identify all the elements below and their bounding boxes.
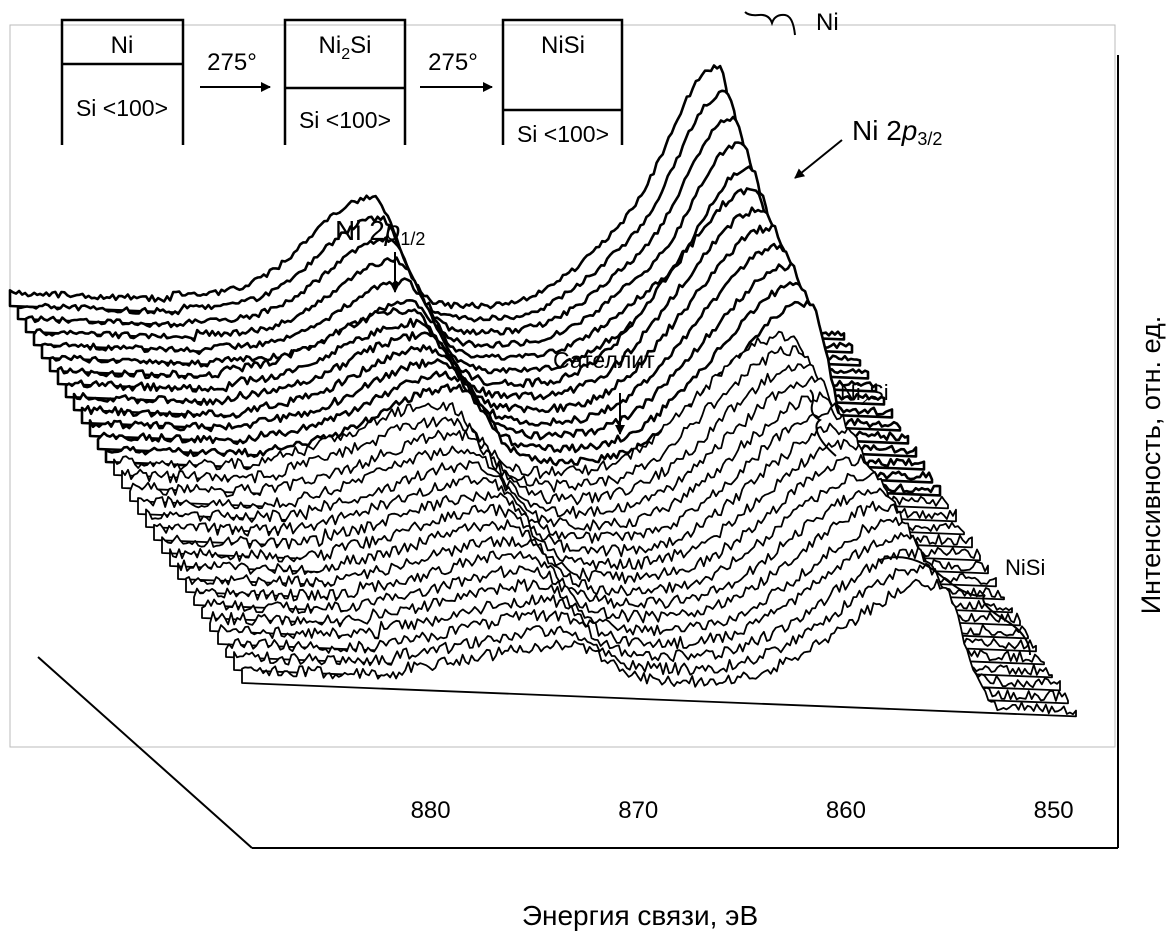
annotations: Ni 2p1/2 Сателлит Ni 2p3/2 Ni Ni2Si NiSi bbox=[335, 9, 1045, 656]
x-tick-label: 850 bbox=[1034, 797, 1074, 824]
annotation: Ni2Si bbox=[840, 380, 889, 409]
scheme-box bbox=[283, 18, 407, 145]
scheme: Ni Si <100> 275° Ni2Si Si <100> 275° NiS… bbox=[60, 18, 624, 147]
y-axis-label: Интенсивность, отн. ед. bbox=[1136, 316, 1166, 614]
x-axis-label: Энергия связи, эВ bbox=[522, 900, 758, 931]
text-part: Ni 2 bbox=[852, 115, 902, 146]
scheme-layer: NiSi bbox=[541, 32, 585, 59]
scheme-layer: Ni2Si bbox=[319, 32, 372, 63]
frame bbox=[9, 24, 1116, 748]
scheme-substrate: Si <100> bbox=[517, 121, 609, 147]
text-sub: 3/2 bbox=[917, 129, 942, 149]
scheme-box bbox=[501, 18, 624, 145]
annotation: Ni 2p1/2 bbox=[335, 215, 425, 249]
brace bbox=[809, 389, 837, 457]
scheme-box bbox=[60, 18, 185, 145]
spectrum-curve bbox=[241, 578, 1077, 718]
scheme-step: 275° bbox=[207, 49, 257, 76]
x-tick-label: 860 bbox=[826, 797, 866, 824]
spectra bbox=[8, 64, 1077, 718]
annotation: Сателлит bbox=[553, 347, 655, 373]
depth-axis bbox=[37, 656, 253, 849]
scheme-step: 275° bbox=[428, 49, 478, 76]
text-part: Ni bbox=[840, 380, 861, 405]
scheme-layer: Ni bbox=[111, 32, 134, 59]
text-part: Ni 2 bbox=[335, 215, 385, 246]
annotation: NiSi bbox=[1005, 555, 1045, 580]
text-italic: p bbox=[384, 215, 401, 246]
text-sub: 2 bbox=[861, 392, 869, 409]
brace bbox=[744, 11, 796, 36]
text-part: Si bbox=[869, 380, 889, 405]
scheme-substrate: Si <100> bbox=[299, 107, 391, 133]
annotation: Ni bbox=[816, 9, 839, 36]
text-italic: p bbox=[901, 115, 918, 146]
x-tick-label: 870 bbox=[618, 797, 658, 824]
annotation: Ni 2p3/2 bbox=[852, 115, 942, 149]
x-ticks: 880 870 860 850 bbox=[411, 797, 1074, 824]
scheme-substrate: Si <100> bbox=[76, 95, 168, 121]
annotation-arrow bbox=[794, 139, 843, 179]
brace bbox=[879, 556, 1031, 656]
text-sub: 1/2 bbox=[400, 229, 425, 249]
x-tick-label: 880 bbox=[411, 797, 451, 824]
text-sub: 2 bbox=[341, 46, 350, 63]
text-part: Ni bbox=[319, 32, 342, 59]
text-part: Si bbox=[350, 32, 371, 59]
